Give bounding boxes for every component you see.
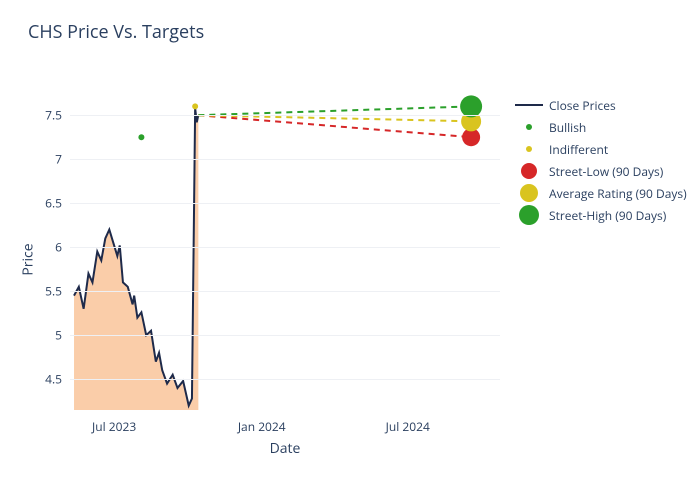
legend-label: Close Prices bbox=[549, 97, 616, 114]
legend-dot-wrap bbox=[515, 163, 543, 179]
grid-line-y bbox=[70, 115, 500, 116]
close-area bbox=[74, 108, 198, 410]
grid-line-y bbox=[70, 159, 500, 160]
legend-label: Street-Low (90 Days) bbox=[549, 163, 663, 180]
legend-label: Average Rating (90 Days) bbox=[549, 185, 687, 202]
legend-dot-swatch bbox=[519, 205, 539, 225]
legend-item[interactable]: Street-High (90 Days) bbox=[515, 204, 687, 226]
legend-label: Bullish bbox=[549, 119, 586, 136]
legend-item[interactable]: Bullish bbox=[515, 116, 687, 138]
x-axis-label: Date bbox=[270, 439, 301, 458]
legend-label: Street-High (90 Days) bbox=[549, 207, 666, 224]
grid-line-y bbox=[70, 247, 500, 248]
chart-title: CHS Price Vs. Targets bbox=[28, 20, 204, 44]
grid-line-y bbox=[70, 203, 500, 204]
legend-item[interactable]: Indifferent bbox=[515, 138, 687, 160]
x-tick-label: Jul 2023 bbox=[92, 418, 136, 435]
y-tick-label: 6.5 bbox=[22, 195, 62, 212]
chart-container: CHS Price Vs. Targets Date 4.555.566.577… bbox=[0, 0, 700, 500]
legend-item[interactable]: Street-Low (90 Days) bbox=[515, 160, 687, 182]
plot-area: Date 4.555.566.577.5Jul 2023Jan 2024Jul … bbox=[70, 80, 500, 410]
bullish-point bbox=[138, 134, 144, 140]
legend-label: Indifferent bbox=[549, 141, 608, 158]
y-tick-label: 4.5 bbox=[22, 371, 62, 388]
legend-item[interactable]: Close Prices bbox=[515, 94, 687, 116]
legend-dot-swatch bbox=[526, 146, 532, 152]
grid-line-y bbox=[70, 335, 500, 336]
y-tick-label: 5.5 bbox=[22, 283, 62, 300]
indifferent-point bbox=[192, 103, 198, 109]
legend-dot-wrap bbox=[515, 205, 543, 225]
grid-line-y bbox=[70, 379, 500, 380]
y-axis-label: Price bbox=[19, 243, 38, 275]
x-tick-label: Jul 2024 bbox=[386, 418, 430, 435]
legend: Close Prices Bullish Indifferent Street-Low… bbox=[515, 94, 687, 226]
target-line bbox=[198, 106, 471, 115]
y-tick-label: 7 bbox=[22, 151, 62, 168]
legend-dot-swatch bbox=[526, 124, 532, 130]
plot-svg bbox=[70, 80, 500, 410]
target-marker bbox=[460, 95, 482, 117]
legend-dot-swatch bbox=[521, 163, 537, 179]
legend-dot-wrap bbox=[515, 184, 543, 202]
legend-item[interactable]: Average Rating (90 Days) bbox=[515, 182, 687, 204]
x-tick-label: Jan 2024 bbox=[238, 418, 286, 435]
y-tick-label: 7.5 bbox=[22, 107, 62, 124]
legend-dot-wrap bbox=[515, 124, 543, 130]
legend-dot-swatch bbox=[520, 184, 538, 202]
y-tick-label: 5 bbox=[22, 327, 62, 344]
grid-line-y bbox=[70, 291, 500, 292]
legend-line-swatch bbox=[515, 104, 543, 106]
legend-dot-wrap bbox=[515, 146, 543, 152]
